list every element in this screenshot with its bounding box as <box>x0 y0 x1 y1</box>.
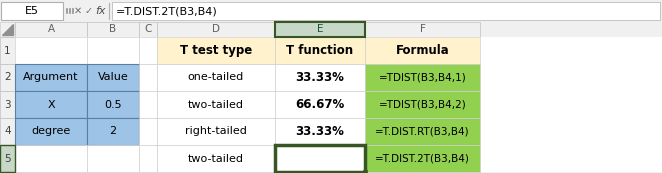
Text: 3: 3 <box>4 99 11 110</box>
Bar <box>157 37 275 64</box>
Bar <box>1 2 63 20</box>
Text: Formula: Formula <box>396 44 449 57</box>
Bar <box>15 64 87 91</box>
Bar <box>15 145 87 172</box>
Text: T function: T function <box>287 44 354 57</box>
Bar <box>139 91 157 118</box>
Text: 0.5: 0.5 <box>104 99 122 110</box>
Bar <box>139 145 157 172</box>
Bar <box>157 91 275 118</box>
Text: 1: 1 <box>4 45 11 56</box>
Bar <box>139 118 157 145</box>
Bar <box>87 22 139 37</box>
Bar <box>15 22 87 37</box>
Polygon shape <box>2 24 13 35</box>
Text: fx: fx <box>96 6 106 16</box>
Text: E: E <box>316 25 323 34</box>
Bar <box>365 145 480 172</box>
Text: 5: 5 <box>4 153 11 163</box>
Text: Value: Value <box>97 72 128 83</box>
Bar <box>15 91 87 118</box>
Text: E5: E5 <box>25 6 39 16</box>
Bar <box>275 37 365 64</box>
Text: 33.33%: 33.33% <box>295 125 344 138</box>
Bar <box>139 64 157 91</box>
Bar <box>275 64 365 91</box>
Bar <box>157 22 275 37</box>
Bar <box>139 22 157 37</box>
Bar <box>87 64 139 91</box>
Text: =T.DIST.2T(B3,B4): =T.DIST.2T(B3,B4) <box>116 6 218 16</box>
Text: C: C <box>144 25 152 34</box>
Text: 2: 2 <box>4 72 11 83</box>
Text: A: A <box>48 25 54 34</box>
Bar <box>157 118 275 145</box>
Bar <box>363 170 367 173</box>
Bar <box>275 91 365 118</box>
Bar <box>365 37 480 64</box>
Bar <box>15 37 87 64</box>
Bar <box>0 145 15 172</box>
Text: =T.DIST.RT(B3,B4): =T.DIST.RT(B3,B4) <box>375 126 470 136</box>
Bar <box>0 37 15 64</box>
Text: 2: 2 <box>109 126 117 136</box>
Bar <box>365 118 480 145</box>
Text: =TDIST(B3,B4,1): =TDIST(B3,B4,1) <box>379 72 466 83</box>
Text: one-tailed: one-tailed <box>188 72 244 83</box>
Text: 33.33%: 33.33% <box>295 71 344 84</box>
Bar <box>275 22 365 37</box>
Bar <box>0 0 662 22</box>
Bar <box>139 37 157 64</box>
Text: degree: degree <box>31 126 71 136</box>
Bar <box>365 91 480 118</box>
Text: 4: 4 <box>4 126 11 136</box>
Bar <box>275 145 365 172</box>
Text: =TDIST(B3,B4,2): =TDIST(B3,B4,2) <box>379 99 466 110</box>
Bar <box>157 64 275 91</box>
Text: two-tailed: two-tailed <box>188 99 244 110</box>
Bar <box>87 118 139 145</box>
Bar <box>112 2 660 20</box>
Bar <box>15 37 662 172</box>
Text: 66.67%: 66.67% <box>295 152 345 165</box>
Bar <box>0 64 15 91</box>
Bar <box>275 145 365 172</box>
Bar <box>275 22 365 37</box>
Text: ✓: ✓ <box>85 6 93 16</box>
Bar <box>365 22 480 37</box>
Bar <box>87 37 139 64</box>
Bar <box>87 91 139 118</box>
Text: right-tailed: right-tailed <box>185 126 247 136</box>
Text: ✕: ✕ <box>74 6 82 16</box>
Text: two-tailed: two-tailed <box>188 153 244 163</box>
Bar <box>0 22 662 37</box>
Bar <box>87 145 139 172</box>
Bar <box>365 64 480 91</box>
Bar <box>157 145 275 172</box>
Bar <box>0 22 15 37</box>
Text: Argument: Argument <box>23 72 79 83</box>
Text: 66.67%: 66.67% <box>295 98 345 111</box>
Bar <box>15 118 87 145</box>
Bar <box>275 118 365 145</box>
Text: B: B <box>109 25 117 34</box>
Text: =T.DIST.2T(B3,B4): =T.DIST.2T(B3,B4) <box>375 153 470 163</box>
Text: E: E <box>316 25 323 34</box>
Text: F: F <box>420 25 426 34</box>
Text: D: D <box>212 25 220 34</box>
Bar <box>0 91 15 118</box>
Text: T test type: T test type <box>180 44 252 57</box>
Bar <box>0 118 15 145</box>
Text: X: X <box>47 99 55 110</box>
